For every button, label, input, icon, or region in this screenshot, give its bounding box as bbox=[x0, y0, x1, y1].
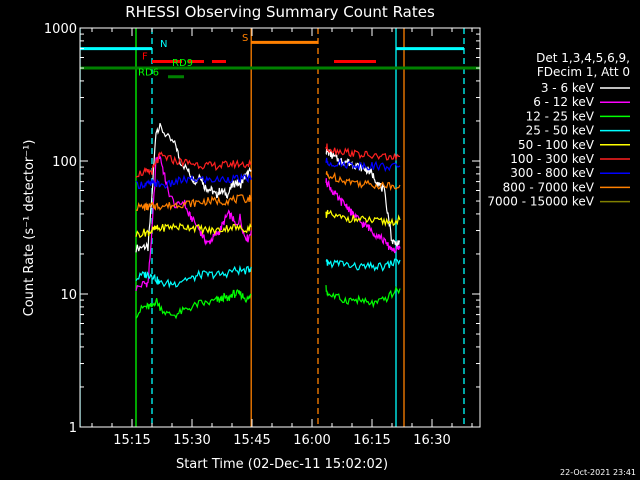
y-tick-label: 1000 bbox=[44, 22, 77, 37]
x-tick-label: 16:15 bbox=[353, 433, 390, 448]
series-line bbox=[135, 264, 252, 289]
flag-label: RD6 bbox=[138, 67, 159, 78]
legend-label: 100 - 300 keV bbox=[510, 152, 594, 166]
legend-label: 25 - 50 keV bbox=[526, 124, 595, 138]
legend-label: 300 - 800 keV bbox=[510, 166, 594, 180]
legend-label: 7000 - 15000 keV bbox=[487, 195, 594, 209]
flag-label: S bbox=[242, 33, 248, 44]
plot-area: N S F RD9 RD6 bbox=[80, 28, 480, 427]
series-line bbox=[325, 143, 401, 162]
legend-header-line-1: Det 1,3,4,5,6,9, bbox=[536, 51, 630, 65]
flag-label: RD9 bbox=[172, 58, 193, 69]
flag-label: N bbox=[160, 39, 167, 50]
series-line bbox=[135, 123, 252, 253]
series-line bbox=[325, 178, 401, 254]
x-tick-label: 15:45 bbox=[233, 433, 270, 448]
y-tick-label: 10 bbox=[60, 288, 77, 303]
x-tick-label: 15:15 bbox=[113, 433, 150, 448]
x-tick-label: 15:30 bbox=[173, 433, 210, 448]
series-line bbox=[135, 151, 252, 178]
series-line bbox=[135, 289, 252, 320]
chart-title: RHESSI Observing Summary Count Rates bbox=[125, 3, 435, 21]
y-tick-label: 100 bbox=[52, 155, 77, 170]
legend-label: 50 - 100 keV bbox=[518, 138, 595, 152]
legend: Det 1,3,4,5,6,9, FDecim 1, Att 0 3 - 6 k… bbox=[487, 51, 630, 209]
y-tick-label: 1 bbox=[69, 421, 77, 436]
legend-label: 12 - 25 keV bbox=[526, 109, 595, 123]
timestamp: 22-Oct-2021 23:41 bbox=[560, 468, 636, 477]
y-axis-label: Count Rate (s⁻¹ detector⁻¹) bbox=[22, 140, 37, 317]
legend-header-line-2: FDecim 1, Att 0 bbox=[537, 65, 630, 79]
series-line bbox=[135, 222, 252, 239]
series-line bbox=[325, 171, 401, 192]
flag-label: F bbox=[142, 51, 148, 62]
x-axis-label: Start Time (02-Dec-11 15:02:02) bbox=[176, 457, 388, 472]
legend-label: 800 - 7000 keV bbox=[503, 180, 595, 194]
series-line bbox=[135, 194, 252, 211]
legend-label: 3 - 6 keV bbox=[541, 81, 595, 95]
series-line bbox=[325, 258, 401, 272]
series-line bbox=[325, 285, 401, 309]
plot-frame bbox=[79, 27, 481, 428]
x-tick-label: 16:00 bbox=[293, 433, 330, 448]
series-line bbox=[325, 157, 401, 173]
series-line bbox=[135, 173, 252, 189]
legend-label: 6 - 12 keV bbox=[533, 95, 595, 109]
series-line bbox=[325, 209, 401, 227]
x-tick-label: 16:30 bbox=[413, 433, 450, 448]
